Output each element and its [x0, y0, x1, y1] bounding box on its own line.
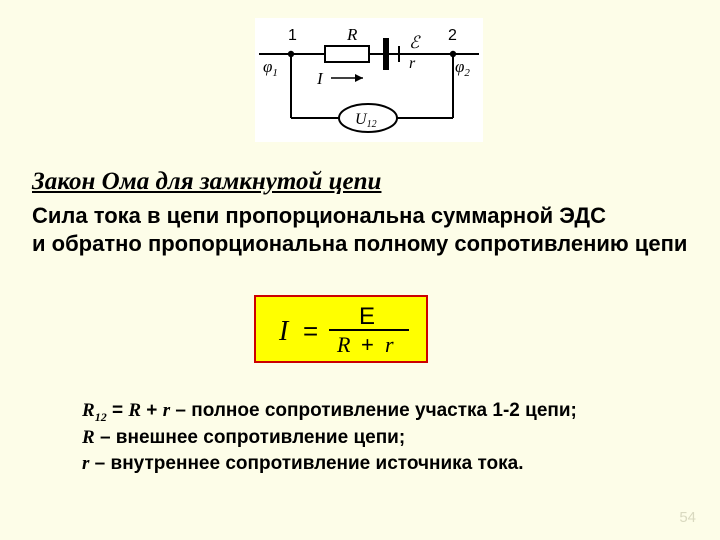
label-n1: 1	[288, 27, 297, 44]
def-line-2: R – внешнее сопротивление цепи;	[82, 425, 682, 451]
label-R: R	[346, 25, 358, 44]
formula-R: R	[336, 332, 351, 357]
formula-box: I = Е R + r	[254, 295, 428, 363]
label-I: I	[316, 69, 324, 88]
label-phi2: φ2	[455, 57, 470, 79]
formula-eq: =	[303, 316, 318, 346]
formula-rr: r	[385, 332, 394, 357]
formula-E: Е	[359, 303, 375, 330]
page-number: 54	[679, 509, 696, 526]
label-r: r	[409, 55, 416, 72]
label-emf: ℰ	[409, 33, 421, 52]
formula-plus: +	[361, 332, 374, 357]
label-n2: 2	[448, 27, 457, 44]
definitions-block: R12 = R + r – полное сопротивление участ…	[82, 398, 682, 476]
def-line-1: R12 = R + r – полное сопротивление участ…	[82, 398, 682, 425]
label-phi1: φ1	[263, 57, 278, 79]
circuit-diagram: R 1 2 φ1 φ2 I ℰ r U12	[255, 18, 483, 142]
law-statement: Сила тока в цепи пропорциональна суммарн…	[32, 202, 692, 257]
def-line-3: r – внутреннее сопротивление источника т…	[82, 451, 682, 477]
section-title: Закон Ома для замкнутой цепи	[32, 168, 381, 196]
formula-I: I	[278, 316, 290, 347]
